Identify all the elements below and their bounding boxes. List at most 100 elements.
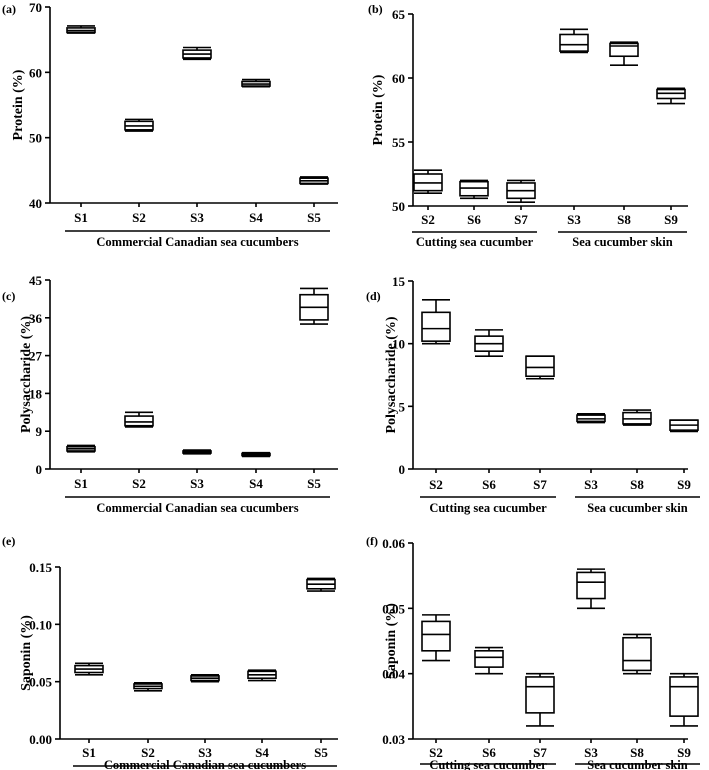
panel-c: (c) 0 9 18 27 36 45 Polysaccharide (%) S1 S2 S3 S4 S… <box>2 273 338 515</box>
group-label: Cutting sea cucumber <box>416 235 534 249</box>
y-tick-label: 5 <box>399 399 406 414</box>
x-tick-label: S4 <box>249 476 263 491</box>
x-tick-label: S8 <box>630 477 644 492</box>
x-tick-label: S9 <box>677 477 691 492</box>
y-axis-label: Polysaccharide (%) <box>384 316 399 433</box>
y-tick-label: 10 <box>392 337 405 352</box>
y-tick-label: 0.05 <box>382 601 405 616</box>
box-S3 <box>576 568 606 610</box>
box-S2 <box>124 118 154 132</box>
panel-tag: (d) <box>366 289 381 303</box>
box-S2 <box>133 682 163 692</box>
box-S9 <box>669 419 699 433</box>
y-tick-label: 15 <box>392 274 406 289</box>
y-tick-label: 0.06 <box>382 536 405 551</box>
box-iqr <box>559 33 589 52</box>
y-tick-label: 0.15 <box>29 560 52 575</box>
y-tick-label: 45 <box>29 273 43 288</box>
panel-e: (e) 0.00 0.05 0.10 0.15 Saponin (%) S1 S2 S3 S4 S5… <box>2 534 338 770</box>
x-tick-label: S1 <box>74 476 88 491</box>
box-S6 <box>474 329 504 358</box>
x-tick-label: S3 <box>190 210 204 225</box>
panel-d: (d) 0 5 10 15 Polysaccharide (%) S2 S6 S7 S3 S8 S9 C… <box>366 274 700 515</box>
y-tick-label: 0.03 <box>382 732 405 747</box>
y-tick-label: 50 <box>29 131 42 146</box>
y-tick-label: 55 <box>392 135 406 150</box>
box-S2 <box>124 411 154 428</box>
y-tick-label: 9 <box>36 424 43 439</box>
group-label: Sea cucumber skin <box>587 758 688 770</box>
y-tick-label: 0.00 <box>29 732 52 747</box>
box-S4 <box>241 78 271 88</box>
box-iqr <box>669 676 699 717</box>
x-tick-label: S3 <box>198 745 212 760</box>
box-iqr <box>576 571 606 600</box>
x-tick-label: S1 <box>82 745 96 760</box>
y-tick-label: 65 <box>392 7 406 22</box>
group-label: Sea cucumber skin <box>572 235 673 249</box>
box-iqr <box>124 415 154 427</box>
box-S5 <box>306 577 336 592</box>
box-S8 <box>622 633 652 675</box>
group-label: Commercial Canadian sea cucumbers <box>104 758 306 770</box>
box-S3 <box>559 28 589 54</box>
box-iqr <box>421 620 451 652</box>
box-S4 <box>247 669 277 682</box>
y-tick-label: 0.05 <box>29 675 52 690</box>
x-tick-label: S5 <box>314 745 328 760</box>
y-tick-label: 0.04 <box>382 667 405 682</box>
box-S2 <box>421 614 451 662</box>
x-tick-label: S8 <box>617 212 631 227</box>
box-S9 <box>656 87 686 105</box>
box-iqr <box>525 355 555 378</box>
panel-a: (a) 40 50 60 70 Protein (%) S1 S2 S3 S4 S5 Commerci… <box>2 0 338 249</box>
y-tick-label: 40 <box>29 196 42 211</box>
box-S7 <box>525 672 555 727</box>
x-tick-label: S2 <box>429 477 443 492</box>
box-S3 <box>182 46 212 61</box>
box-S4 <box>241 451 271 458</box>
x-tick-label: S9 <box>677 745 691 760</box>
group-label: Sea cucumber skin <box>587 501 688 515</box>
y-tick-label: 0 <box>399 462 406 477</box>
box-S5 <box>299 287 329 325</box>
y-tick-label: 50 <box>392 199 405 214</box>
group-label: Cutting sea cucumber <box>429 501 547 515</box>
y-tick-label: 70 <box>29 0 42 15</box>
x-tick-label: S2 <box>132 476 146 491</box>
box-S8 <box>609 41 639 66</box>
x-tick-label: S6 <box>482 477 496 492</box>
x-tick-label: S4 <box>249 210 263 225</box>
x-tick-label: S5 <box>307 476 321 491</box>
x-tick-label: S7 <box>514 212 528 227</box>
group-label: Commercial Canadian sea cucumbers <box>96 235 298 249</box>
x-tick-label: S2 <box>141 745 155 760</box>
panel-tag: (b) <box>368 2 383 16</box>
box-S3 <box>576 413 606 424</box>
x-tick-label: S7 <box>533 745 547 760</box>
box-S1 <box>66 25 96 34</box>
box-S3 <box>182 449 212 455</box>
box-S1 <box>74 662 104 676</box>
x-tick-label: S5 <box>307 210 321 225</box>
box-S7 <box>506 179 536 203</box>
x-tick-label: S1 <box>74 210 88 225</box>
x-tick-label: S2 <box>132 210 146 225</box>
box-S6 <box>474 646 504 675</box>
y-tick-label: 0.10 <box>29 617 52 632</box>
x-tick-label: S6 <box>482 745 496 760</box>
x-tick-label: S2 <box>429 745 443 760</box>
box-S9 <box>669 672 699 727</box>
y-axis-label: Protein (%) <box>11 69 26 140</box>
box-iqr <box>622 636 652 672</box>
x-tick-label: S2 <box>421 212 435 227</box>
y-tick-label: 18 <box>29 386 43 401</box>
x-tick-label: S9 <box>664 212 678 227</box>
box-S5 <box>299 176 329 185</box>
box-S7 <box>525 355 555 380</box>
panel-tag: (c) <box>2 289 15 303</box>
x-tick-label: S7 <box>533 477 547 492</box>
box-S2 <box>421 298 451 345</box>
panel-b: (b) 50 55 60 65 Protein (%) S2 S6 S7 S3 S8 S9 Cuttin… <box>368 2 688 249</box>
